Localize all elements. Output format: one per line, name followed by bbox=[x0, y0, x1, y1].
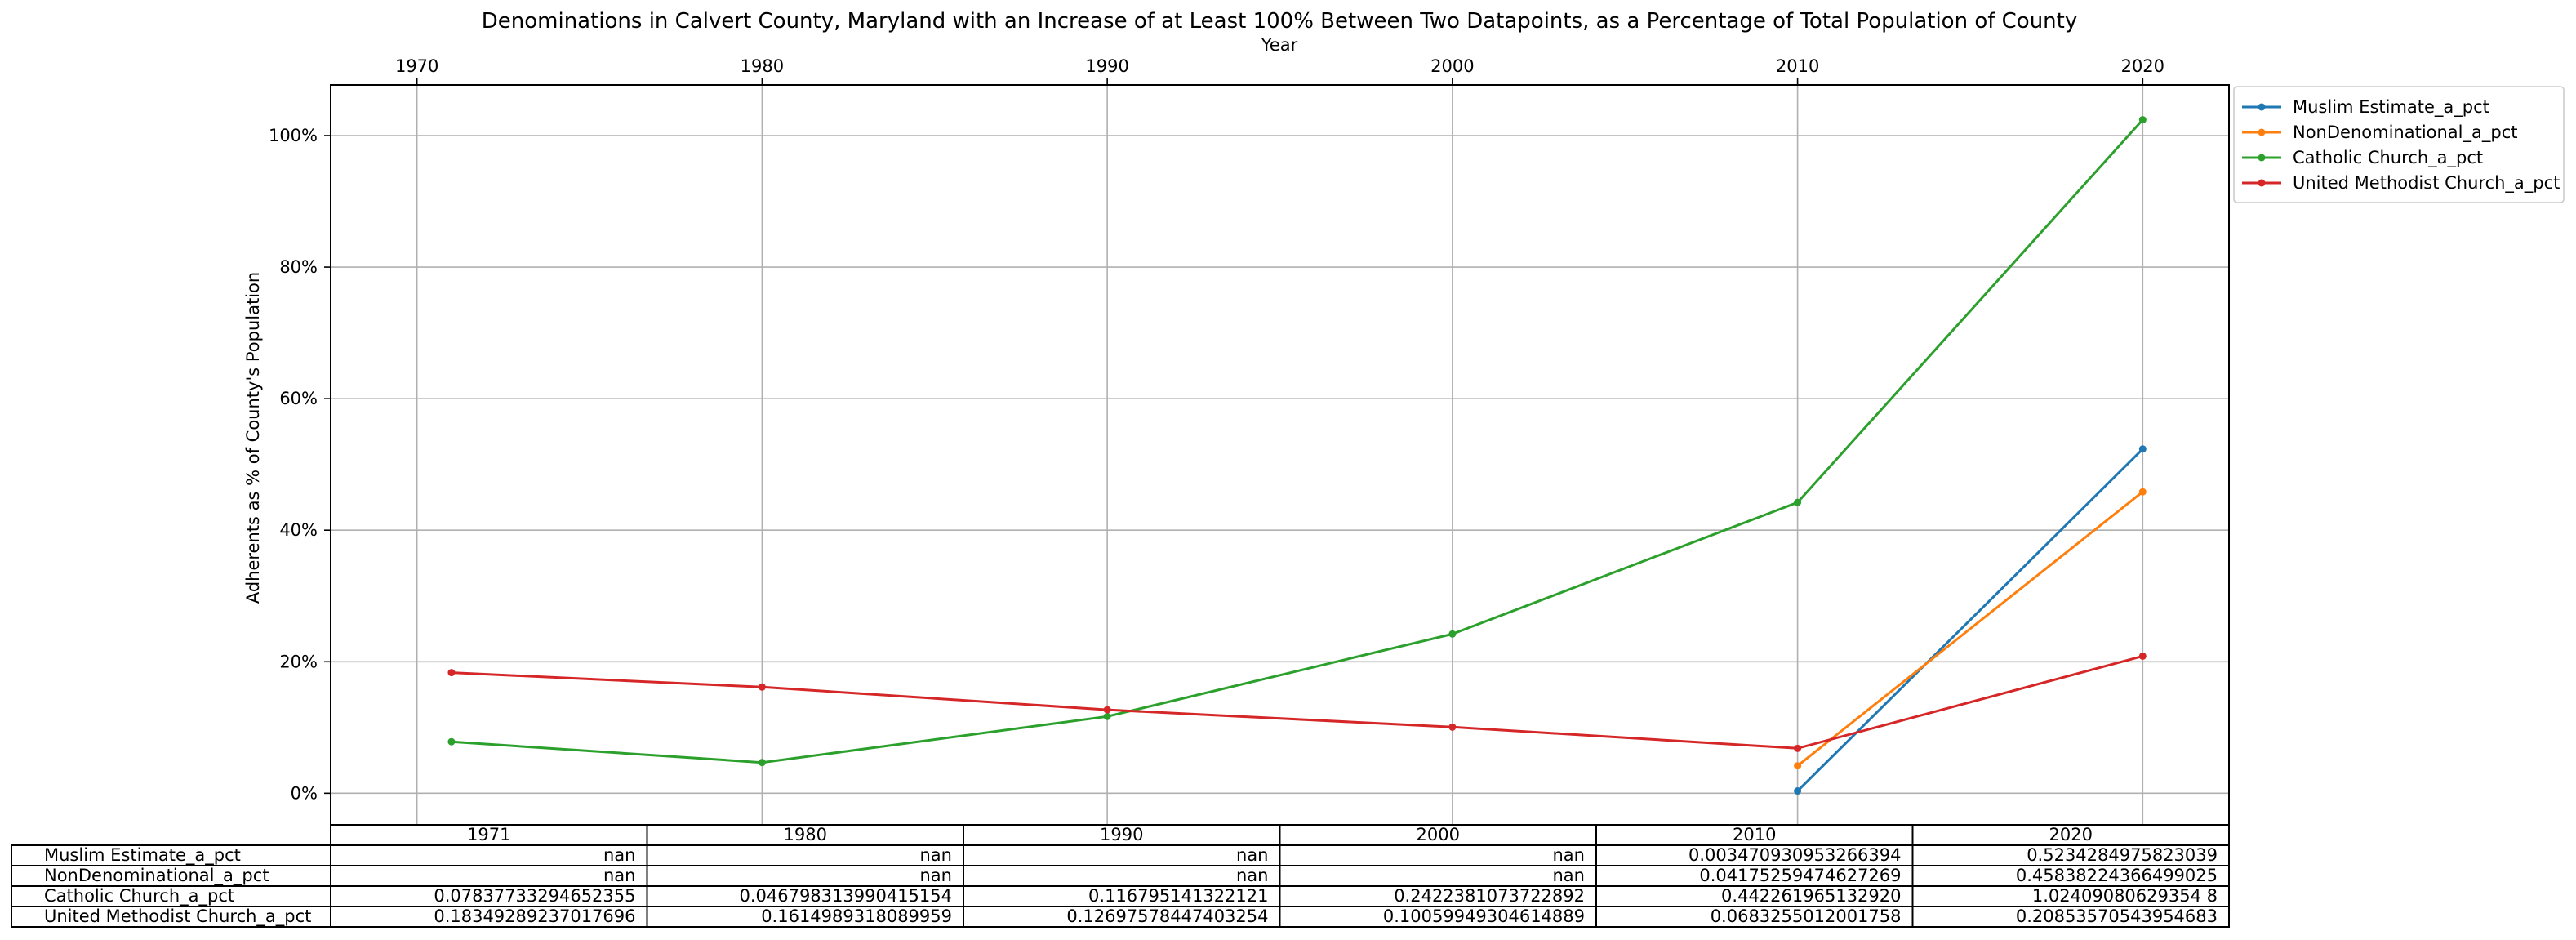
data-point bbox=[1448, 723, 1457, 731]
table-cell: 0.10059949304614889 bbox=[1383, 907, 1585, 926]
data-point bbox=[1794, 787, 1802, 795]
data-point bbox=[447, 669, 456, 677]
data-point bbox=[1448, 630, 1457, 638]
plot-frame bbox=[330, 84, 2230, 826]
table-column-header: 1971 bbox=[467, 825, 510, 844]
table-cell: nan bbox=[920, 866, 953, 885]
table-row-label: United Methodist Church_a_pct bbox=[44, 907, 311, 927]
table-column-header: 2020 bbox=[2049, 825, 2093, 844]
series-1 bbox=[1794, 488, 2147, 770]
data-point bbox=[758, 759, 766, 767]
chart-title: Denominations in Calvert County, Marylan… bbox=[482, 9, 2078, 33]
legend-label: Muslim Estimate_a_pct bbox=[2293, 97, 2489, 118]
series-line bbox=[451, 654, 2143, 750]
table-cell: 0.20853570543954683 bbox=[2016, 907, 2218, 926]
table-cell: 0.5234284975823039 bbox=[2027, 845, 2218, 865]
legend-marker bbox=[2258, 179, 2266, 187]
series-3 bbox=[447, 652, 2147, 752]
data-point bbox=[758, 683, 766, 691]
legend-marker bbox=[2258, 103, 2266, 111]
data-point bbox=[2138, 116, 2147, 124]
table-cell: 0.116795141322121 bbox=[1088, 886, 1268, 906]
data-point bbox=[1794, 762, 1802, 770]
table-row-label: Catholic Church_a_pct bbox=[44, 886, 234, 907]
legend-marker bbox=[2258, 128, 2266, 136]
x-axis-title: Year bbox=[1261, 35, 1298, 55]
data-point bbox=[1103, 712, 1111, 720]
table-column-header: 1990 bbox=[1100, 825, 1143, 844]
table-cell: 0.45838224366499025 bbox=[2016, 866, 2218, 885]
table-cell: 1.02409080629354 8 bbox=[2032, 886, 2218, 906]
axis-ticks: 1970 1980 1990 2000 2010 2020 0% 20% 40% 60% 80% 10… bbox=[269, 56, 2164, 803]
data-point bbox=[1794, 498, 1802, 506]
legend-box bbox=[2233, 86, 2565, 203]
legend-label: United Methodist Church_a_pct bbox=[2293, 173, 2560, 194]
y-tick-label: 60% bbox=[279, 389, 318, 408]
series-line bbox=[451, 118, 2144, 764]
table-cell: 0.04175259474627269 bbox=[1699, 866, 1901, 885]
table-cell: nan bbox=[1553, 845, 1586, 865]
y-tick-label: 100% bbox=[269, 126, 318, 145]
table-row-label: Muslim Estimate_a_pct bbox=[44, 845, 241, 866]
grid bbox=[331, 85, 2229, 825]
data-point bbox=[447, 737, 456, 746]
series-0 bbox=[1794, 445, 2147, 795]
y-axis-title: Adherents as % of County's Population bbox=[243, 272, 263, 604]
x-tick-label: 2010 bbox=[1776, 56, 1819, 76]
table-cell: 0.0683255012001758 bbox=[1711, 907, 1902, 926]
table-cell: nan bbox=[1236, 866, 1269, 885]
x-tick-label: 1990 bbox=[1085, 56, 1128, 76]
series-lines bbox=[447, 116, 2147, 795]
y-tick-label: 80% bbox=[279, 257, 318, 277]
y-tick-label: 20% bbox=[279, 652, 318, 671]
table-cell: nan bbox=[603, 866, 636, 885]
table-cell: nan bbox=[920, 845, 953, 865]
table-row-label: NonDenominational_a_pct bbox=[44, 866, 269, 886]
x-tick-label: 1970 bbox=[395, 56, 438, 76]
y-tick-label: 40% bbox=[279, 520, 318, 540]
series-line bbox=[1796, 448, 2144, 792]
table-cell: 0.18349289237017696 bbox=[434, 907, 635, 926]
table-cell: nan bbox=[603, 845, 636, 865]
table-cell: 0.07837733294652355 bbox=[434, 886, 635, 906]
table-cell: 0.442261965132920 bbox=[1721, 886, 1901, 906]
legend-label: Catholic Church_a_pct bbox=[2293, 148, 2483, 168]
data-point bbox=[2138, 445, 2147, 453]
table-cell: 0.003470930953266394 bbox=[1688, 845, 1902, 865]
series-2 bbox=[447, 116, 2147, 767]
y-tick-label: 0% bbox=[291, 783, 318, 803]
table-column-header: 1980 bbox=[784, 825, 827, 844]
x-tick-label: 2020 bbox=[2121, 56, 2164, 76]
x-tick-label: 2000 bbox=[1430, 56, 1474, 76]
table-cell: 0.1614989318089959 bbox=[761, 907, 952, 926]
data-point bbox=[2138, 652, 2147, 660]
legend-label: NonDenominational_a_pct bbox=[2293, 123, 2518, 143]
table-cell: nan bbox=[1553, 866, 1586, 885]
table-cell: 0.2422381073722892 bbox=[1394, 886, 1585, 906]
data-point bbox=[1103, 706, 1111, 714]
legend-marker bbox=[2258, 154, 2266, 162]
data-point bbox=[2138, 488, 2147, 496]
table-cell: nan bbox=[1236, 845, 1269, 865]
data-point bbox=[1794, 744, 1802, 752]
legend: Muslim Estimate_a_pct NonDenominational_a… bbox=[2233, 86, 2565, 203]
table-cell: 0.12697578447403254 bbox=[1066, 907, 1268, 926]
series-line bbox=[1796, 491, 2144, 767]
data-table: 1971 1980 1990 2000 2010 2020 Muslim Estimate_… bbox=[11, 824, 2230, 928]
table-column-header: 2000 bbox=[1417, 825, 1460, 844]
table-column-header: 2010 bbox=[1733, 825, 1776, 844]
table-cell: 0.046798313990415154 bbox=[739, 886, 952, 906]
x-tick-label: 1980 bbox=[741, 56, 784, 76]
